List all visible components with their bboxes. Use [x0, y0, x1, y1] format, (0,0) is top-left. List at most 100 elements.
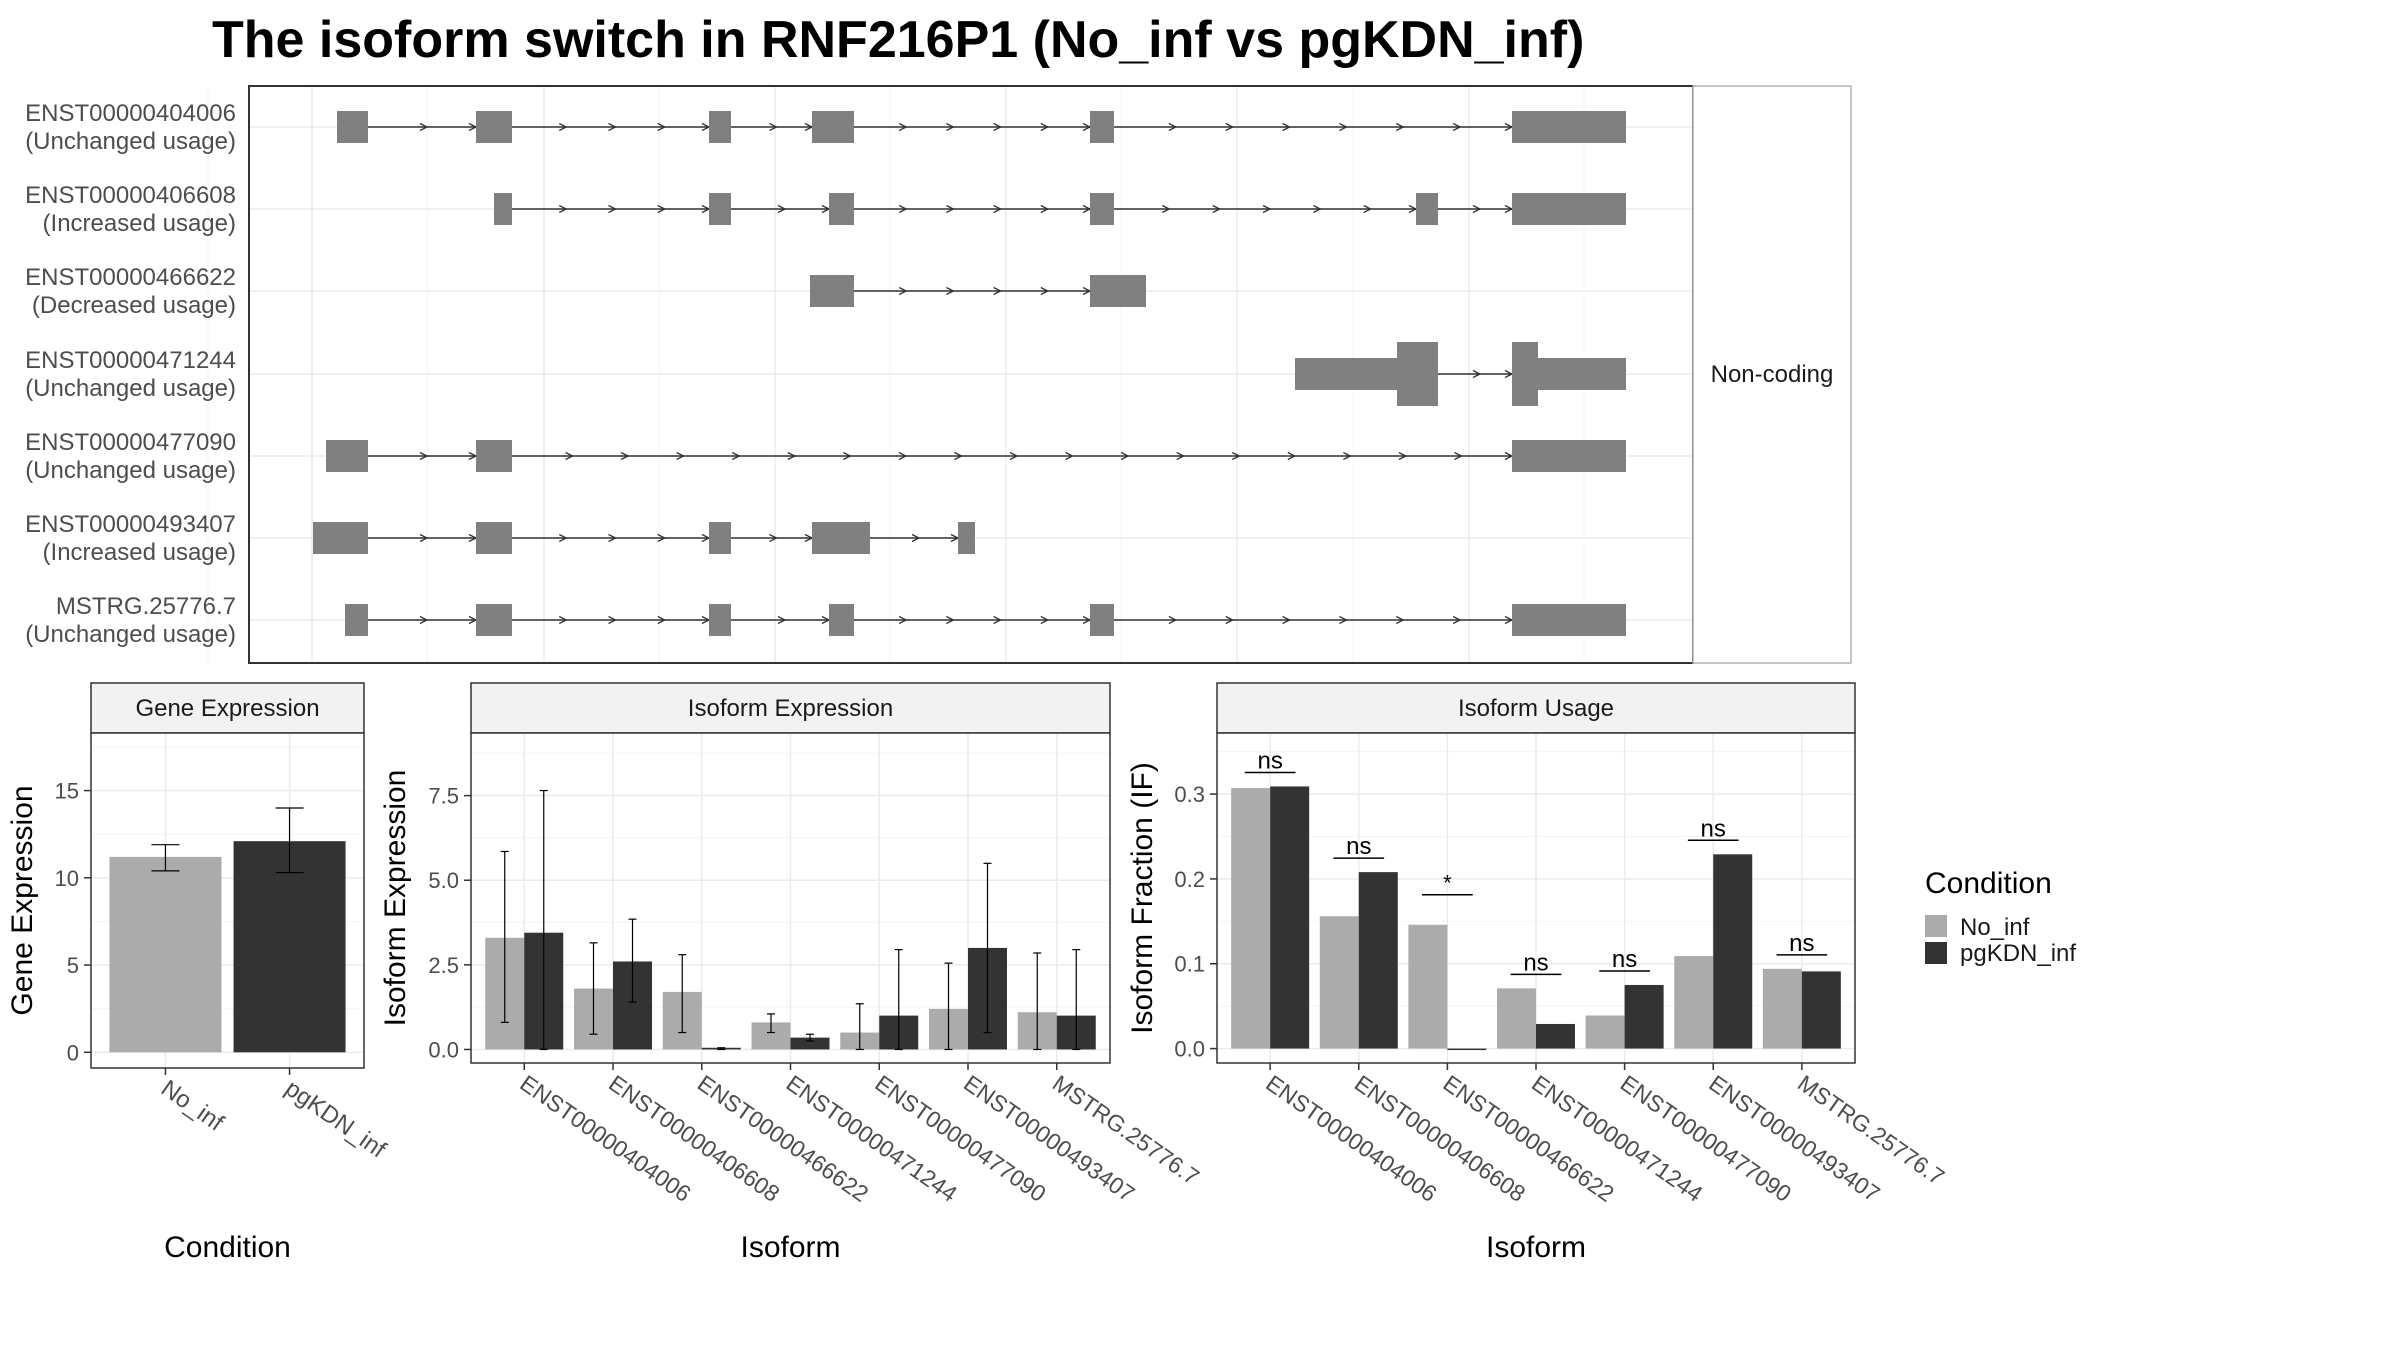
- transcript-id-label: ENST00000406608: [25, 182, 236, 209]
- panel-strip: [1216, 682, 1856, 734]
- bar-pgkdn-inf: [233, 841, 346, 1053]
- transcript-ENST00000406608: [494, 193, 1626, 225]
- transcript-id-label: ENST00000404006: [25, 100, 236, 127]
- intron-arrow: [419, 451, 429, 461]
- bar-pgkdn-inf: [1270, 786, 1310, 1049]
- intron-arrow: [1162, 204, 1171, 214]
- y-tick-label: 0.3: [1174, 782, 1205, 807]
- intron-arrow: [558, 533, 568, 543]
- figure-title: The isoform switch in RNF216P1 (No_inf v…: [212, 11, 1584, 69]
- intron-arrow: [1176, 451, 1186, 461]
- intron-arrow: [1168, 122, 1178, 132]
- y-tick-label: 5: [67, 953, 79, 978]
- transcript-usage-label: (Unchanged usage): [25, 621, 236, 648]
- significance-label: *: [1443, 871, 1452, 896]
- legend-label-no-inf: No_inf: [1960, 914, 2030, 941]
- intron-arrow: [608, 122, 617, 132]
- intron-arrow: [787, 451, 797, 461]
- intron-arrow: [1398, 451, 1408, 461]
- intron-arrow: [898, 286, 908, 296]
- bar-no-inf: [1319, 916, 1359, 1049]
- transcript-usage-label: (Unchanged usage): [25, 128, 236, 155]
- exon: [958, 522, 975, 554]
- y-tick-label: 15: [55, 779, 79, 804]
- intron-arrow: [911, 533, 921, 543]
- intron-arrow: [769, 533, 778, 543]
- intron-arrow: [1009, 451, 1019, 461]
- intron-arrow: [769, 122, 778, 132]
- significance-label: ns: [1257, 747, 1282, 774]
- intron-arrow: [1395, 615, 1405, 625]
- transcript-usage-label: (Increased usage): [43, 210, 236, 237]
- intron-arrow: [993, 615, 1003, 625]
- structure-row-labels: ENST00000404006(Unchanged usage)ENST0000…: [25, 100, 236, 648]
- intron-arrow: [620, 451, 630, 461]
- intron-arrow: [419, 615, 429, 625]
- intron-arrow: [1225, 615, 1235, 625]
- exon: [476, 522, 512, 554]
- intron-arrow: [1339, 615, 1348, 625]
- legend: Condition No_inf pgKDN_inf: [1925, 867, 2076, 967]
- y-tick-label: 2.5: [428, 953, 459, 978]
- transcript-ENST00000404006: [337, 111, 1626, 143]
- structure-transcripts: [313, 111, 1626, 636]
- panel-border: [90, 732, 365, 1069]
- y-tick-label: 5.0: [428, 868, 459, 893]
- legend-swatch-pgkdn-inf: [1925, 942, 1947, 964]
- intron-arrow: [1363, 204, 1373, 214]
- panel-strip-title: Isoform Usage: [1458, 695, 1614, 722]
- bar-pgkdn-inf: [1358, 872, 1398, 1049]
- exon: [1512, 193, 1626, 225]
- y-axis-title: Gene Expression: [6, 785, 39, 1015]
- transcript-MSTRG.25776.7: [345, 604, 1626, 636]
- intron-arrow: [1395, 122, 1405, 132]
- exon: [1090, 193, 1114, 225]
- x-axis-title: Isoform: [740, 1231, 840, 1264]
- intron-arrow: [1262, 204, 1272, 214]
- intron-arrow: [657, 122, 667, 132]
- bar-no-inf: [109, 856, 222, 1053]
- exon: [476, 440, 512, 472]
- panel-strip-title: Gene Expression: [135, 695, 319, 722]
- bar-no-inf: [1231, 788, 1271, 1049]
- bar-pgkdn-inf: [1624, 984, 1664, 1049]
- intron-arrow: [946, 286, 955, 296]
- intron-arrow: [898, 204, 908, 214]
- exon: [1295, 358, 1397, 390]
- bar-no-inf: [1585, 1015, 1625, 1049]
- x-tick-label: pgKDN_inf: [280, 1075, 391, 1164]
- y-tick-label: 0: [67, 1040, 79, 1065]
- transcript-id-label: MSTRG.25776.7: [56, 593, 236, 620]
- bar-pgkdn-inf: [1801, 971, 1841, 1049]
- panel-strip-title: Isoform Expression: [688, 695, 893, 722]
- exon: [829, 604, 854, 636]
- intron-arrow: [1231, 451, 1241, 461]
- exon: [494, 193, 512, 225]
- exon: [1512, 604, 1626, 636]
- exon: [476, 604, 512, 636]
- intron-arrow: [1472, 204, 1482, 214]
- bar-pgkdn-inf: [790, 1037, 830, 1050]
- exon: [709, 522, 731, 554]
- intron-arrow: [954, 451, 963, 461]
- intron-arrow: [565, 451, 575, 461]
- intron-arrow: [1040, 615, 1050, 625]
- exon: [326, 440, 368, 472]
- x-axis-title: Condition: [164, 1231, 291, 1264]
- intron-arrow: [1120, 451, 1130, 461]
- exon: [812, 111, 854, 143]
- intron-arrow: [608, 533, 617, 543]
- y-tick-label: 10: [55, 866, 79, 891]
- exon: [313, 522, 368, 554]
- x-axis-title: Isoform: [1486, 1231, 1586, 1264]
- intron-arrow: [946, 615, 955, 625]
- y-tick-label: 0.1: [1174, 952, 1205, 977]
- y-tick-label: 0.2: [1174, 867, 1205, 892]
- structure-strip: [1692, 85, 1852, 664]
- transcript-id-label: ENST00000477090: [25, 429, 236, 456]
- intron-arrow: [419, 122, 429, 132]
- exon: [810, 275, 854, 307]
- x-tick-label: No_inf: [156, 1075, 229, 1137]
- intron-arrow: [946, 204, 955, 214]
